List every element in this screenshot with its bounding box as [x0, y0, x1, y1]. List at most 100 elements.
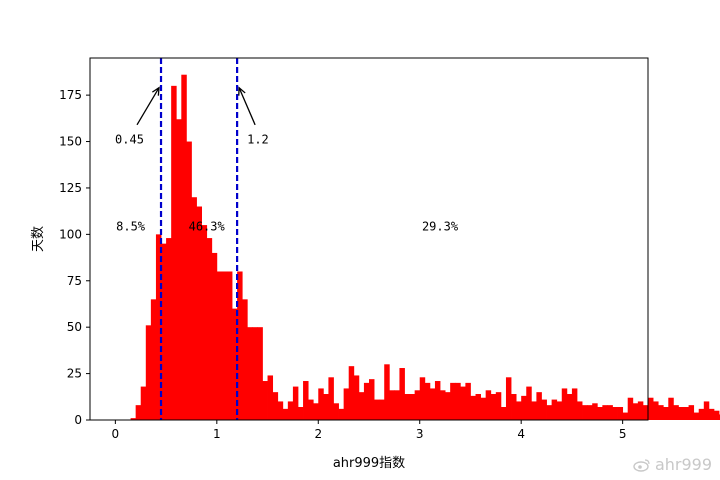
histogram-bar: [713, 410, 720, 420]
histogram-bar: [150, 299, 157, 420]
x-tick-label: 2: [314, 427, 322, 441]
annotation-arrow: [238, 87, 256, 126]
histogram-bar: [247, 327, 253, 420]
x-axis-label: ahr999指数: [333, 456, 405, 471]
x-tick-label: 0: [112, 427, 120, 441]
histogram-bar: [267, 375, 274, 420]
histogram-bar: [399, 368, 405, 420]
histogram-bar: [308, 399, 314, 420]
histogram-bar: [683, 407, 689, 420]
histogram-bar: [470, 395, 476, 420]
histogram-bar: [328, 377, 334, 420]
histogram-bar: [394, 390, 400, 420]
percentage-annotations: 8.5% 46.3% 29.3%: [116, 220, 459, 234]
histogram-bar: [653, 401, 659, 420]
histogram-bar: [257, 327, 263, 420]
y-tick-label: 125: [59, 181, 82, 195]
histogram-bar: [445, 392, 451, 420]
histogram-bar: [221, 271, 228, 420]
histogram-bar: [313, 403, 319, 420]
percentage-label: 46.3%: [189, 220, 226, 234]
histogram-bar: [262, 381, 268, 420]
histogram-bar: [465, 382, 471, 420]
histogram-bar: [206, 238, 213, 420]
histogram-bar: [648, 397, 654, 420]
threshold-label: 0.45: [115, 133, 144, 147]
histogram-bar: [688, 405, 695, 420]
histogram-bar: [389, 390, 395, 420]
plot-frame: [89, 57, 649, 421]
histogram-bar: [155, 234, 162, 420]
x-tick-label: 4: [517, 427, 525, 441]
histogram-bar: [333, 403, 339, 420]
histogram-bar: [181, 74, 187, 420]
histogram-bar: [171, 85, 177, 420]
histogram-bar: [303, 381, 309, 420]
histogram-bar: [556, 401, 563, 420]
histogram-bar: [455, 382, 461, 420]
histogram-bar: [546, 405, 553, 420]
histogram-bar: [297, 407, 304, 420]
histogram-bars: [130, 74, 720, 421]
annotation-arrow: [136, 87, 160, 126]
histogram-bar: [135, 405, 142, 420]
histogram-bar: [272, 392, 279, 420]
histogram-bar: [176, 119, 182, 420]
histogram-bar: [232, 308, 238, 420]
histogram-bar: [642, 405, 649, 420]
histogram-bar: [678, 407, 684, 420]
histogram-bar: [216, 271, 223, 420]
histogram-bar: [511, 394, 517, 420]
percentage-label: 29.3%: [422, 220, 459, 234]
histogram-bar: [338, 408, 345, 420]
histogram-bar: [404, 394, 410, 420]
histogram-bar: [323, 394, 329, 420]
histogram-bar: [201, 225, 208, 420]
histogram-bar: [561, 388, 568, 420]
percentage-label: 8.5%: [116, 220, 146, 234]
arrow-head: [151, 86, 160, 96]
histogram-bar: [440, 390, 446, 420]
watermark: ahr999: [633, 455, 712, 474]
y-tick-label: 0: [74, 413, 82, 427]
histogram-bar: [637, 401, 644, 420]
histogram-bar: [602, 405, 608, 420]
histogram-bar: [668, 397, 674, 420]
histogram-bar: [582, 405, 588, 420]
histogram-bar: [363, 382, 370, 420]
histogram-bar: [505, 377, 512, 420]
histogram-bar: [196, 206, 202, 420]
histogram-bar: [607, 405, 613, 420]
histogram-bar: [277, 401, 284, 420]
histogram-bar: [622, 412, 629, 420]
histogram-bar: [237, 271, 243, 420]
histogram-bar: [145, 325, 152, 420]
histogram-bar: [490, 394, 497, 420]
histogram-bar: [353, 375, 360, 420]
histogram-bar: [480, 397, 487, 420]
arrow-head: [238, 86, 246, 96]
histogram-bar: [612, 407, 618, 420]
histogram-bar: [566, 394, 573, 420]
histogram-bar: [343, 388, 350, 420]
histogram-bar: [521, 395, 527, 420]
histogram-bar: [292, 386, 299, 420]
histogram-bar: [379, 399, 385, 420]
histogram-bar: [419, 377, 426, 420]
histogram-bar: [384, 364, 390, 420]
x-tick-label: 5: [619, 427, 627, 441]
histogram-bar: [287, 401, 294, 420]
histogram-bar: [282, 408, 289, 420]
y-tick-label: 25: [67, 367, 82, 381]
histogram-bar: [526, 386, 532, 420]
histogram-bar: [536, 392, 542, 420]
histogram-bar: [632, 403, 639, 420]
x-tick-label: 1: [213, 427, 221, 441]
histogram-bar: [541, 399, 547, 420]
y-axis-label: 天数: [31, 226, 46, 252]
histogram-bar: [318, 388, 324, 420]
histogram-bar: [409, 394, 416, 420]
histogram-bar: [500, 407, 507, 420]
histogram-bar: [374, 399, 380, 420]
